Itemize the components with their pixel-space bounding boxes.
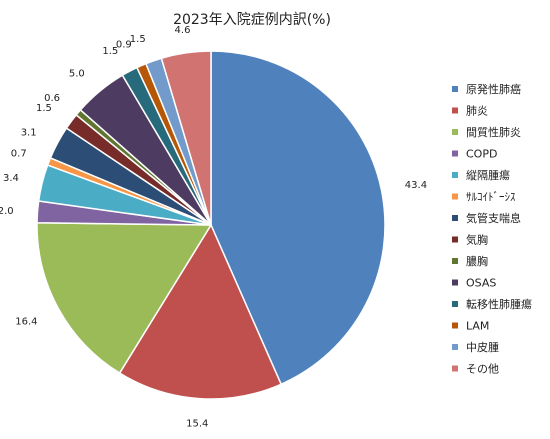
legend-label-14: その他	[466, 363, 499, 376]
legend-swatch-12	[452, 322, 458, 329]
legend-swatch-5	[452, 172, 458, 178]
pie-slices	[36, 50, 386, 400]
legend-swatch-2	[452, 107, 458, 114]
legend-label-5: 縦隔腫瘍	[466, 168, 510, 182]
data-label-11: 1.5	[102, 46, 118, 57]
legend-swatch-7	[452, 215, 458, 221]
legend-label-8: 気胸	[466, 233, 488, 247]
legend-swatch-9	[452, 258, 458, 264]
data-label-8: 1.5	[36, 103, 52, 114]
legend-label-10: OSAS	[466, 277, 496, 290]
legend-label-6: ｻﾙｺｲﾄﾞｰｼｽ	[466, 191, 516, 204]
data-label-6: 0.7	[11, 149, 27, 160]
legend-swatch-13	[452, 344, 458, 350]
legend-swatch-3	[452, 129, 458, 135]
data-label-9: 0.6	[44, 93, 60, 104]
legend-swatch-10	[452, 279, 458, 286]
pie-slice-2	[118, 223, 283, 400]
data-label-13: 1.5	[130, 34, 146, 45]
data-label-14: 4.6	[175, 25, 191, 36]
legend-label-3: 間質性肺炎	[466, 125, 521, 139]
pie-slice-1	[210, 50, 386, 386]
legend-swatch-11	[452, 301, 458, 307]
legend-label-2: 肺炎	[466, 105, 488, 118]
legend-label-7: 気管支喘息	[466, 211, 521, 225]
legend-label-12: LAM	[466, 320, 489, 333]
data-label-3: 16.4	[15, 316, 37, 327]
chart-title: 2023年入院症例内訳(%)	[173, 12, 331, 28]
legend-swatch-14	[452, 365, 458, 372]
legend-label-4: COPD	[466, 148, 497, 161]
data-label-12: 0.9	[116, 40, 132, 51]
data-label-1: 43.4	[405, 180, 427, 191]
data-label-7: 3.1	[21, 127, 37, 138]
data-label-4: 2.0	[0, 206, 14, 217]
data-label-5: 3.4	[3, 173, 19, 184]
legend-label-11: 転移性肺腫瘍	[466, 297, 532, 311]
pie-slice-14	[160, 50, 212, 226]
legend-label-9: 膿胸	[466, 254, 488, 268]
legend-swatch-6	[452, 193, 458, 200]
legend-swatch-1	[452, 86, 458, 92]
legend-swatch-4	[452, 150, 458, 157]
legend-label-13: 中皮腫	[466, 340, 499, 354]
pie-slice-3	[36, 222, 213, 375]
data-label-2: 15.4	[186, 419, 208, 430]
pie-data-labels: 43.415.416.42.03.40.73.11.50.65.01.50.91…	[0, 25, 427, 429]
data-label-10: 5.0	[69, 68, 85, 79]
legend-swatch-8	[452, 236, 458, 243]
legend-label-1: 原発性肺癌	[466, 82, 521, 96]
